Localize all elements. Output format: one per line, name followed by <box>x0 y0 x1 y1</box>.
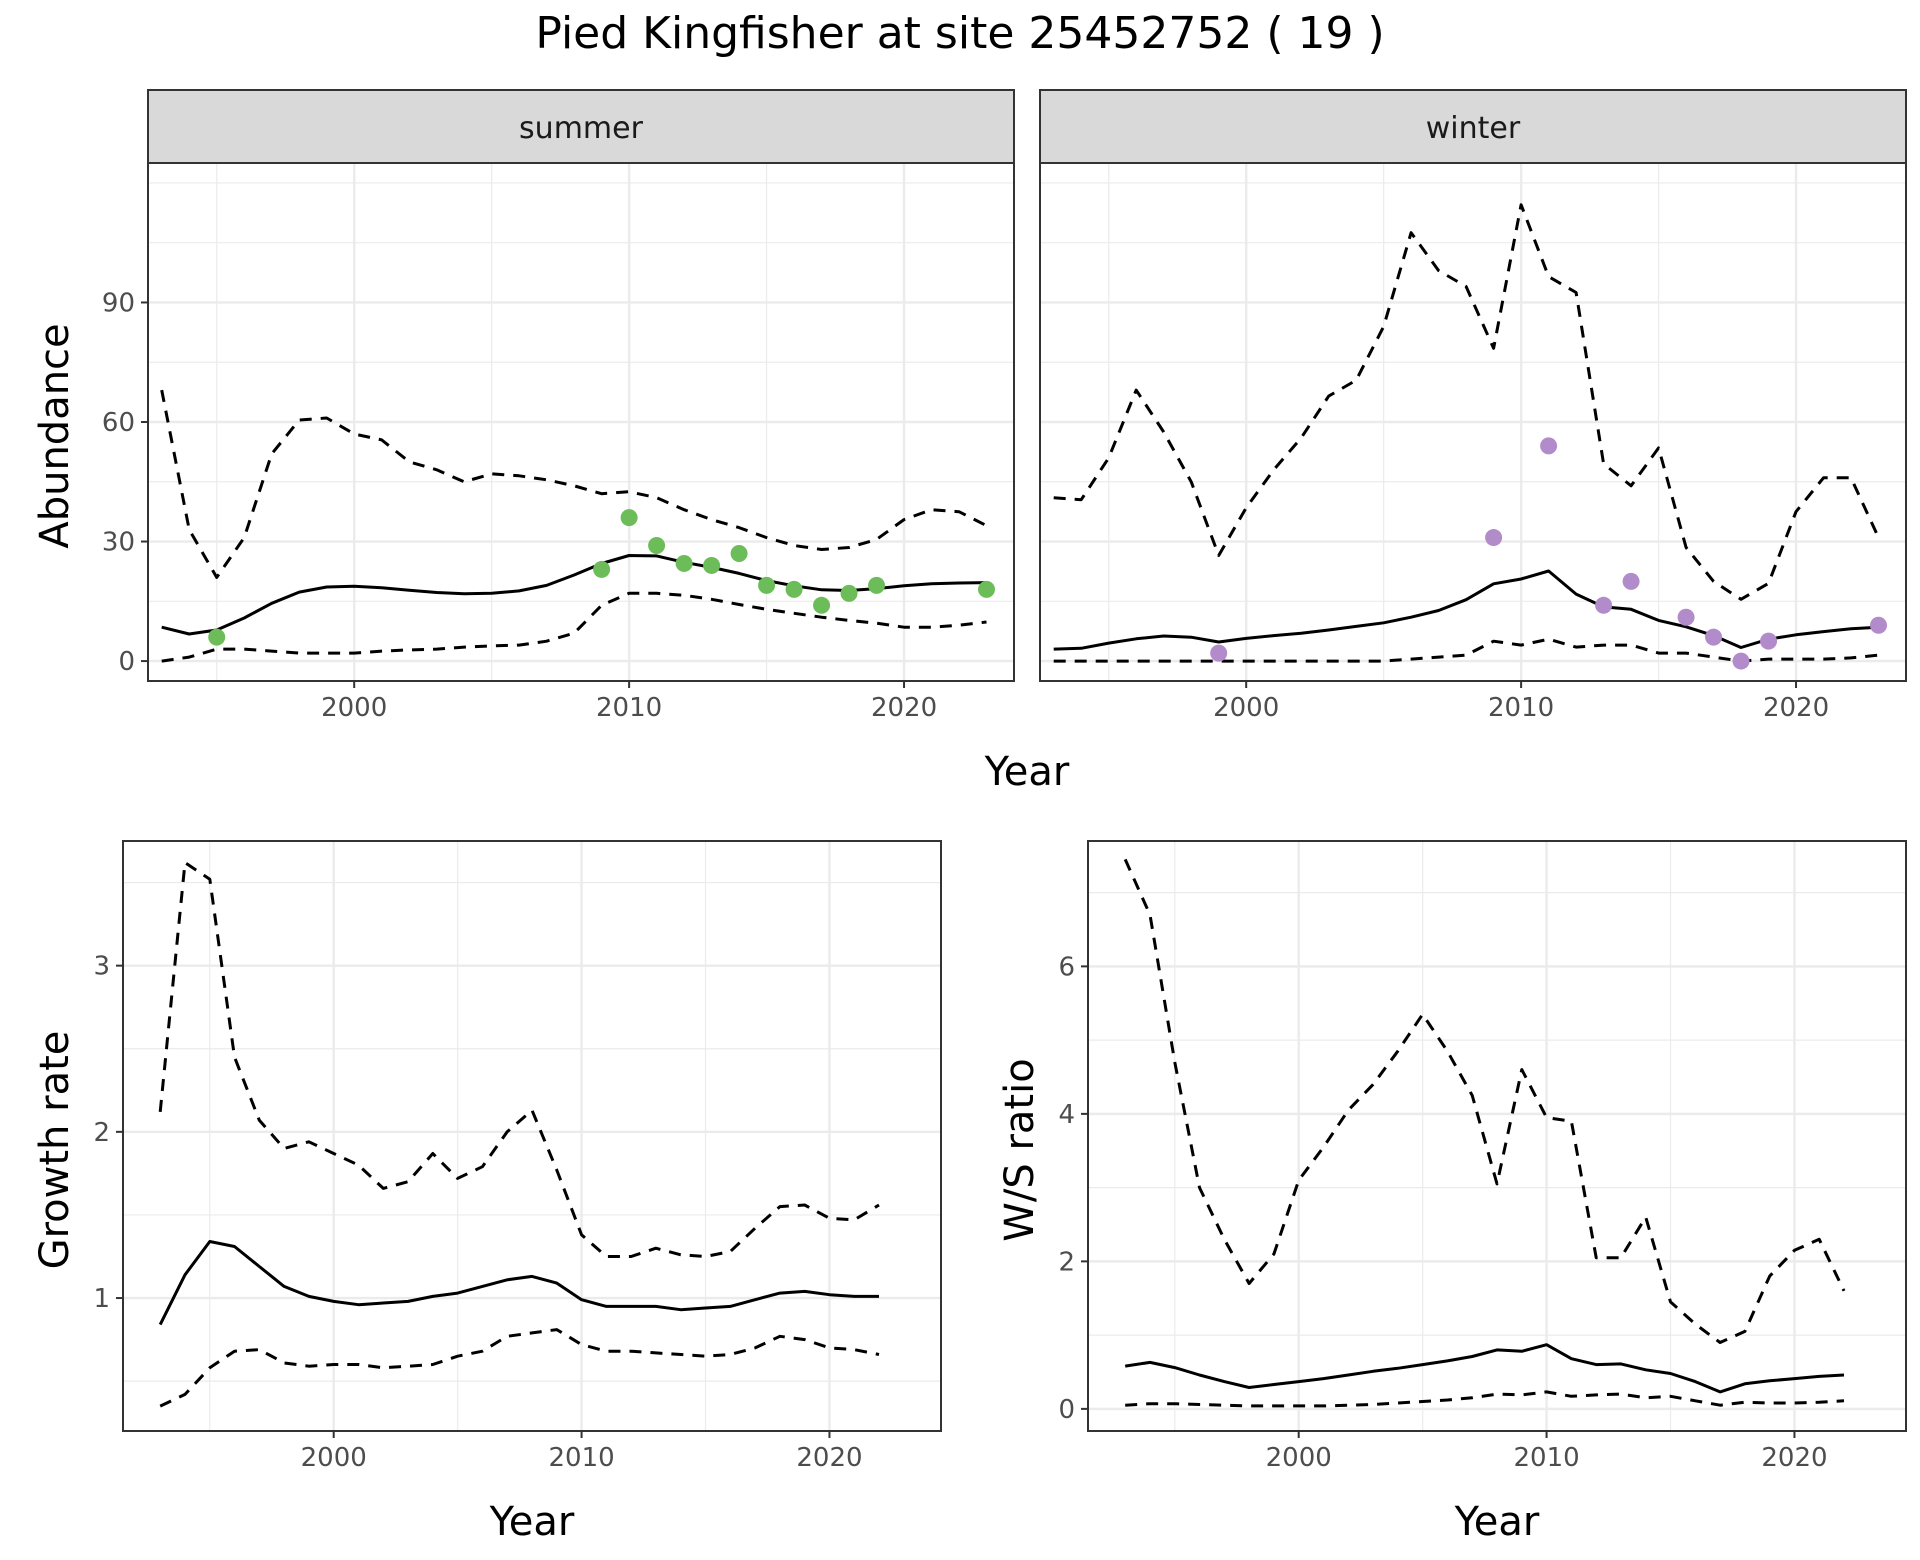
observed-point <box>758 576 776 594</box>
upper-bound-line <box>158 861 880 1258</box>
panel-border <box>122 840 942 1432</box>
observed-point <box>813 596 831 614</box>
y-axis-title: Growth rate <box>32 1031 78 1270</box>
x-tick-label: 2020 <box>796 1443 862 1473</box>
x-tick-label: 2010 <box>596 693 662 723</box>
x-axis-title: Year <box>489 1499 575 1545</box>
observed-point <box>978 580 996 598</box>
lower-bound-line <box>159 1328 880 1408</box>
x-tick-label: 2020 <box>871 693 937 723</box>
x-tick-label: 2010 <box>1513 1443 1579 1473</box>
x-tick-label: 2000 <box>1213 693 1279 723</box>
strip-label: summer <box>519 111 644 146</box>
upper-bound-line <box>1123 858 1846 1344</box>
plot-background <box>123 841 941 1431</box>
x-tick-label: 2000 <box>321 693 387 723</box>
observed-point <box>868 576 886 594</box>
x-tick-label: 2000 <box>1266 1443 1332 1473</box>
observed-point <box>1760 632 1778 650</box>
strip-background <box>147 89 1015 164</box>
x-tick-label: 2010 <box>548 1443 614 1473</box>
observed-point <box>785 580 803 598</box>
y-tick-label: 0 <box>118 647 135 677</box>
y-axis-title: Abundance <box>32 323 78 548</box>
x-axis-title: Year <box>984 749 1070 795</box>
observed-point <box>648 537 666 555</box>
observed-point <box>1870 616 1888 634</box>
x-tick-label: 2010 <box>1488 693 1554 723</box>
x-tick-label: 2020 <box>1763 693 1829 723</box>
panel-border <box>1087 840 1907 1432</box>
y-tick-label: 4 <box>1058 1100 1075 1130</box>
panel-growth_rate: 2000 2010 2020 1 2 3 Growth rate Year <box>32 840 942 1545</box>
panel-abundance_summer: summer 2000 2010 2020 0 30 60 90 Abundance <box>32 89 1015 723</box>
y-tick-label: 6 <box>1058 952 1075 982</box>
y-tick-label: 0 <box>1058 1395 1075 1425</box>
x-axis-title: Year <box>1454 1499 1540 1545</box>
observed-point <box>840 584 858 602</box>
observed-point <box>1540 437 1558 455</box>
y-axis-title: W/S ratio <box>997 1058 1043 1241</box>
x-tick-label: 2000 <box>301 1443 367 1473</box>
observed-point <box>1485 529 1503 547</box>
y-tick-label: 2 <box>1058 1247 1075 1277</box>
y-tick-label: 1 <box>93 1284 110 1314</box>
observed-point <box>675 554 693 572</box>
y-tick-label: 30 <box>102 528 135 558</box>
upper-bound-line <box>1053 203 1880 601</box>
strip-background <box>1039 89 1907 164</box>
estimate-line <box>1053 569 1879 651</box>
y-tick-label: 3 <box>93 952 110 982</box>
observed-point <box>208 628 226 646</box>
observed-point <box>1210 644 1228 662</box>
observed-point <box>730 544 748 562</box>
chart-title: Pied Kingfisher at site 25452752 ( 19 ) <box>535 8 1384 59</box>
y-tick-label: 90 <box>102 288 135 318</box>
observed-point <box>1705 628 1723 646</box>
y-tick-label: 2 <box>93 1118 110 1148</box>
x-tick-label: 2020 <box>1761 1443 1827 1473</box>
lower-bound-line <box>1125 1390 1845 1408</box>
estimate-line <box>1124 1343 1845 1394</box>
estimate-line <box>158 1240 879 1326</box>
observed-point <box>1622 572 1640 590</box>
observed-point <box>1595 596 1613 614</box>
plot-background <box>1088 841 1906 1431</box>
upper-bound-line <box>160 389 988 579</box>
observed-point <box>1677 608 1695 626</box>
y-tick-label: 60 <box>102 408 135 438</box>
panel-ws_ratio: 2000 2010 2020 0 2 4 6 W/S ratio Year <box>997 840 1907 1545</box>
observed-point <box>593 560 611 578</box>
observed-point <box>1732 652 1750 670</box>
panel-abundance_winter: winter 2000 2010 2020 <box>1039 89 1907 723</box>
observed-point <box>703 556 721 574</box>
observed-point <box>620 509 638 527</box>
strip-label: winter <box>1426 111 1521 146</box>
